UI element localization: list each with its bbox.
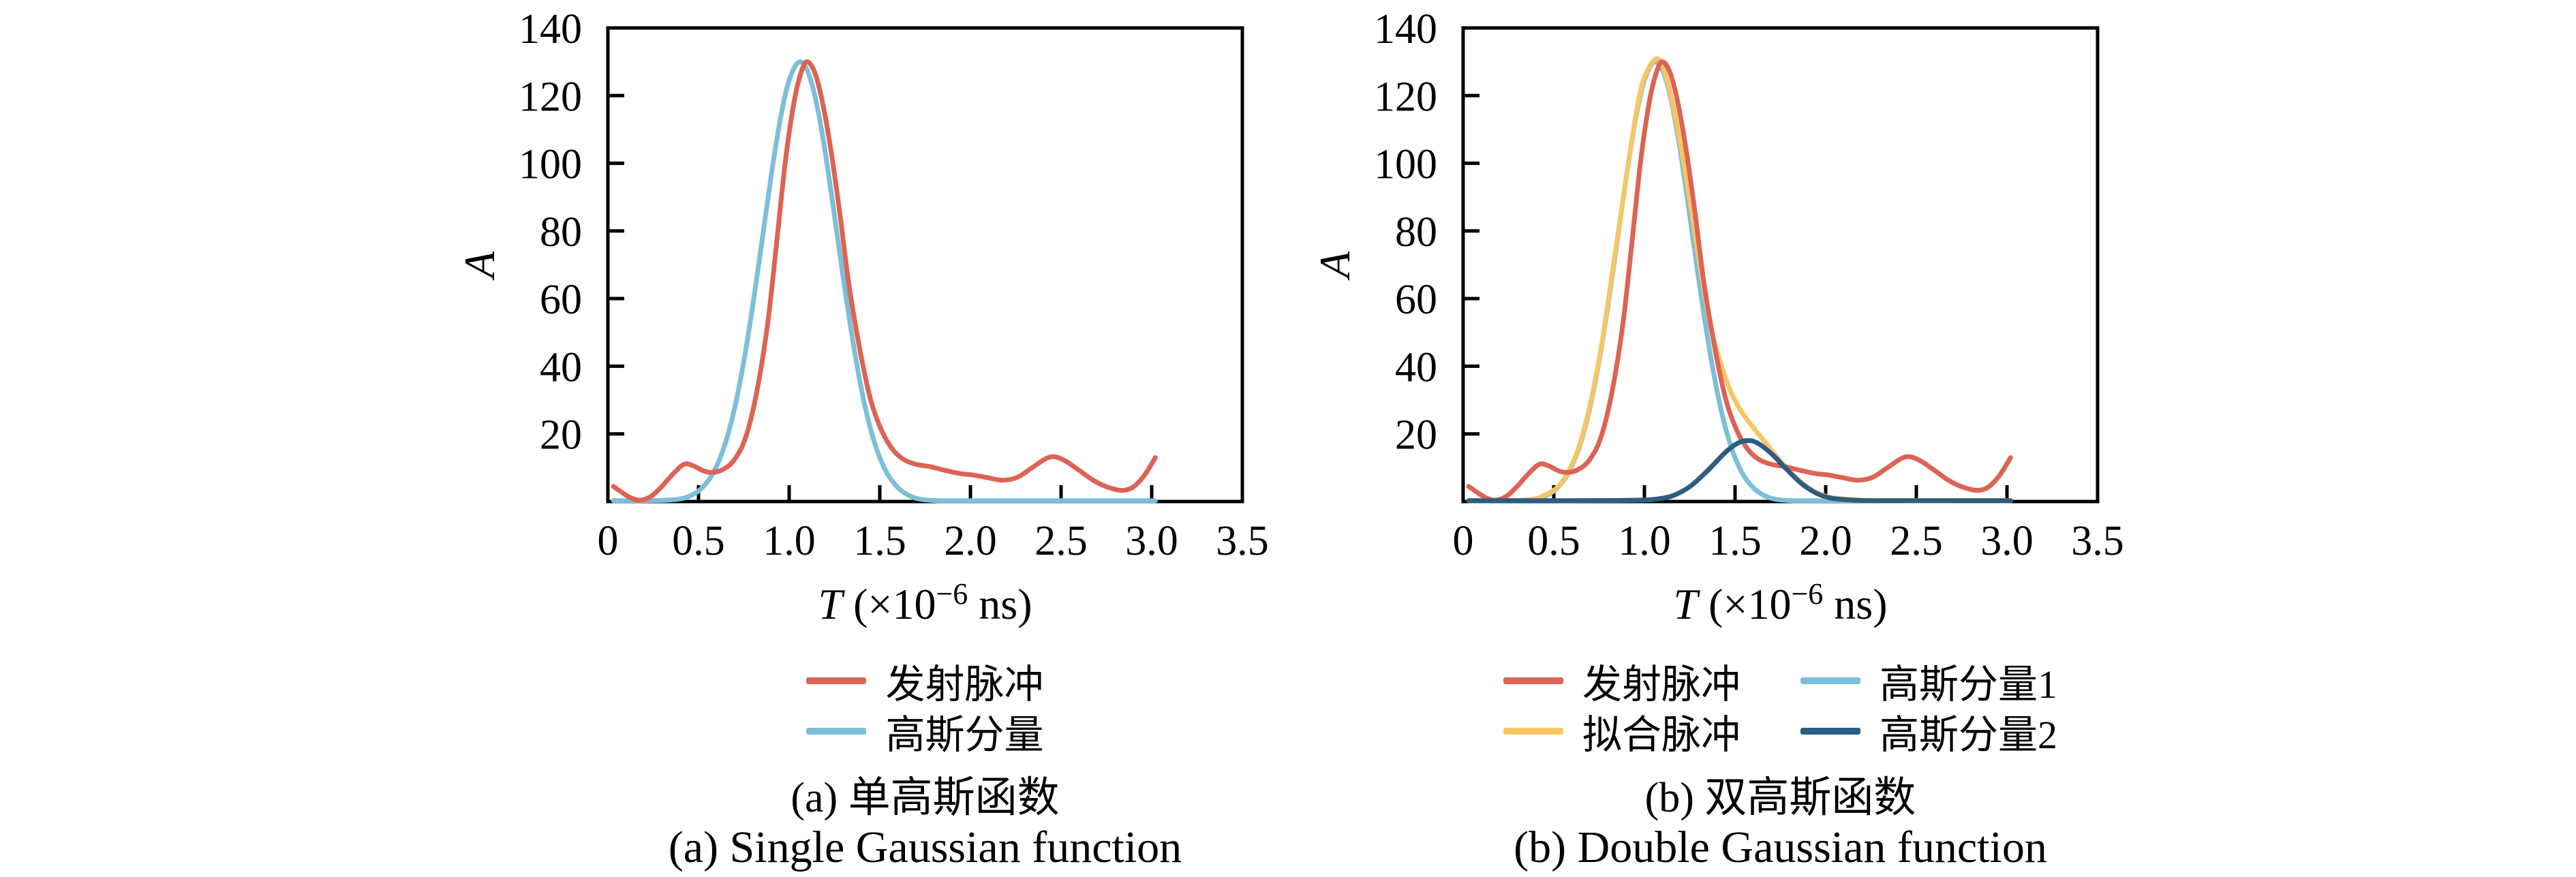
legend-panel-a: 发射脉冲 高斯分量 [608, 656, 1242, 757]
legend-swatch-emission-pulse [1503, 677, 1563, 684]
x-tick-label: 1.5 [853, 518, 906, 564]
legend-item-gaussian-component-1: 高斯分量1 [1800, 656, 2057, 707]
y-tick-label: 140 [1374, 6, 1437, 52]
x-tick-label: 3.0 [1125, 518, 1178, 564]
legend-swatch-emission-pulse [806, 677, 867, 684]
y-tick-label: 20 [540, 412, 582, 459]
curve-gaussian-component-2 [1466, 438, 2013, 504]
caption-b-en: (b) Double Gaussian function [1514, 822, 2047, 872]
y-tick-label: 40 [540, 344, 582, 390]
x-tick-label: 1.0 [1618, 518, 1671, 564]
legend-item-emission-pulse: 发射脉冲 [1503, 656, 1741, 707]
legend-label-gaussian-component-1: 高斯分量1 [1880, 662, 2058, 707]
legend-swatch-gaussian-component-2 [1800, 728, 1860, 735]
y-tick-label: 120 [519, 74, 582, 120]
y-axis-title: A [1310, 251, 1359, 281]
legend-label-emission-pulse: 发射脉冲 [885, 662, 1044, 707]
y-axis-title: A [455, 251, 504, 281]
legend-swatch-gaussian-component [806, 728, 867, 735]
y-tick-label: 80 [540, 209, 582, 256]
x-tick-label: 2.0 [1799, 518, 1852, 564]
legend-label-gaussian-component: 高斯分量 [885, 713, 1044, 757]
chart-a-canvas: 0 0.5 1.0 1.5 2.0 2.5 3.0 3.5 20 40 60 80 100 120 140 T… [455, 6, 1269, 628]
legend-swatch-gaussian-component-1 [1800, 677, 1860, 684]
y-tick-label: 140 [519, 6, 582, 52]
legend-label-fitted-pulse: 拟合脉冲 [1582, 713, 1741, 757]
plot-border [606, 26, 1244, 504]
legend-label-emission-pulse: 发射脉冲 [1582, 662, 1741, 707]
x-axis-title: T (×10−6 ns) [818, 577, 1032, 628]
legend-label-gaussian-component-2: 高斯分量2 [1880, 713, 2058, 757]
legend-item-fitted-pulse: 拟合脉冲 [1503, 706, 1741, 757]
x-tick-label: 1.0 [763, 518, 816, 564]
y-tick-label: 100 [1374, 142, 1437, 188]
x-tick-label: 0.5 [1527, 518, 1580, 564]
legend-item-gaussian-component: 高斯分量 [806, 706, 1044, 757]
x-tick-label: 3.0 [1980, 518, 2034, 564]
y-tick-label: 80 [1395, 209, 1437, 256]
caption-a-en: (a) Single Gaussian function [668, 822, 1182, 872]
plot-border [1461, 26, 2100, 504]
x-tick-label: 3.5 [2071, 518, 2124, 564]
legend-item-gaussian-component-2: 高斯分量2 [1800, 706, 2057, 757]
chart-b-canvas: 0 0.5 1.0 1.5 2.0 2.5 3.0 3.5 20 40 60 80 100 120 140 T… [1310, 6, 2124, 628]
x-tick-label: 0 [598, 518, 619, 564]
x-tick-label: 0 [1453, 518, 1474, 564]
y-tick-label: 60 [540, 277, 582, 323]
y-tick-label: 100 [519, 142, 582, 188]
x-tick-label: 2.5 [1890, 518, 1943, 564]
caption-b-zh: (b) 双高斯函数 [1644, 775, 1916, 821]
y-tick-label: 120 [1374, 74, 1437, 120]
caption-a-zh: (a) 单高斯函数 [791, 775, 1060, 821]
curve-emission-pulse [1466, 59, 2013, 503]
x-tick-label: 1.5 [1708, 518, 1762, 564]
y-tick-label: 60 [1395, 277, 1437, 323]
x-tick-label: 0.5 [672, 518, 725, 564]
y-tick-label: 40 [1395, 344, 1437, 390]
x-tick-label: 2.0 [944, 518, 997, 564]
y-tick-label: 20 [1395, 412, 1437, 459]
curve-emission-pulse [611, 59, 1158, 503]
legend-swatch-fitted-pulse [1503, 728, 1563, 735]
legend-panel-b: 发射脉冲 高斯分量1 拟合脉冲 高斯分量2 [1463, 656, 2098, 757]
x-tick-label: 2.5 [1034, 518, 1088, 564]
x-tick-label: 3.5 [1216, 518, 1269, 564]
x-axis-title: T (×10−6 ns) [1673, 577, 1887, 628]
legend-item-emission-pulse: 发射脉冲 [806, 656, 1044, 707]
